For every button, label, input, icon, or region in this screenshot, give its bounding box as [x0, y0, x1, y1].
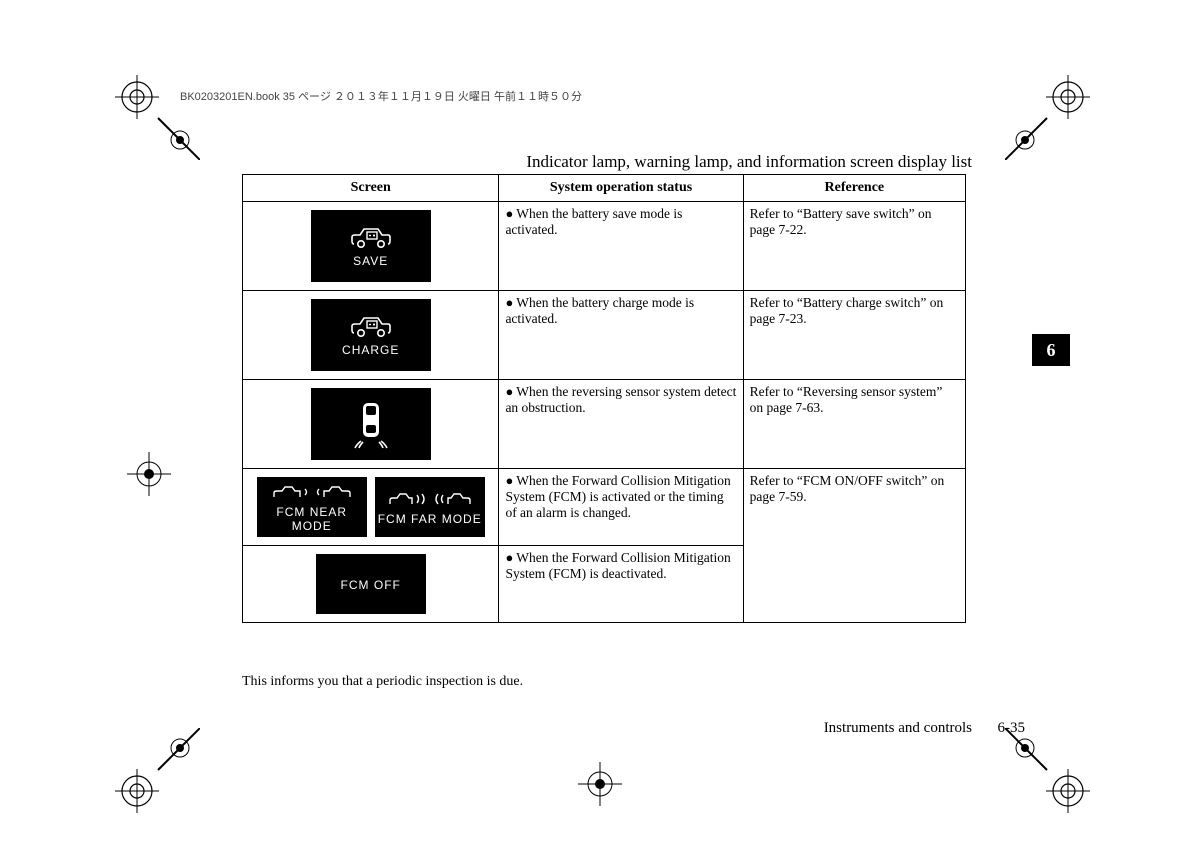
icon-label: FCM OFF	[341, 578, 401, 592]
status-text: When the battery save mode is activated.	[505, 206, 682, 237]
table-row: SAVE ●When the battery save mode is activ…	[243, 202, 966, 291]
reference-cell: Refer to “Battery save switch” on page 7…	[743, 202, 965, 291]
table-row: CHARGE ●When the battery charge mode is a…	[243, 291, 966, 380]
status-cell: ●When the Forward Collision Mitigation S…	[499, 546, 743, 623]
bullet-icon: ●	[505, 295, 513, 310]
icon-label: FCM FAR MODE	[378, 512, 482, 526]
status-text: When the Forward Collision Mitigation Sy…	[505, 550, 730, 581]
table-row: FCM NEAR MODE FCM FAR MODE ●When the Forwa…	[243, 469, 966, 546]
status-cell: ●When the reversing sensor system detect…	[499, 380, 743, 469]
screen-cell: FCM OFF	[243, 546, 499, 623]
bullet-icon: ●	[505, 384, 513, 399]
crop-mark-mid-left	[125, 450, 173, 498]
crop-mark-top-left	[110, 70, 200, 160]
col-header-reference: Reference	[743, 175, 965, 202]
indicator-table: Screen System operation status Reference…	[242, 174, 966, 623]
footer-section-name: Instruments and controls	[824, 720, 972, 737]
section-tab: 6	[1032, 334, 1070, 366]
crop-mark-bottom-right	[1005, 728, 1095, 818]
status-text: When the Forward Collision Mitigation Sy…	[505, 473, 730, 520]
table-row: ●When the reversing sensor system detect…	[243, 380, 966, 469]
screen-cell: FCM NEAR MODE FCM FAR MODE	[243, 469, 499, 546]
status-cell: ●When the Forward Collision Mitigation S…	[499, 469, 743, 546]
status-text: When the reversing sensor system detect …	[505, 384, 736, 415]
status-text: When the battery charge mode is activate…	[505, 295, 694, 326]
bullet-icon: ●	[505, 473, 513, 488]
crop-mark-top-right	[1005, 70, 1095, 160]
fcm-far-icon: FCM FAR MODE	[375, 477, 485, 537]
battery-car-icon: SAVE	[311, 210, 431, 282]
none-icon: FCM OFF	[316, 554, 426, 614]
car-sensor-icon	[311, 388, 431, 460]
bullet-icon: ●	[505, 550, 513, 565]
status-cell: ●When the battery charge mode is activat…	[499, 291, 743, 380]
battery-car-icon: CHARGE	[311, 299, 431, 371]
reference-cell: Refer to “Battery charge switch” on page…	[743, 291, 965, 380]
status-cell: ●When the battery save mode is activated…	[499, 202, 743, 291]
col-header-status: System operation status	[499, 175, 743, 202]
reference-cell: Refer to “Reversing sensor system” on pa…	[743, 380, 965, 469]
icon-label: FCM NEAR MODE	[257, 505, 367, 533]
screen-cell: CHARGE	[243, 291, 499, 380]
screen-cell	[243, 380, 499, 469]
bullet-icon: ●	[505, 206, 513, 221]
page-title: Indicator lamp, warning lamp, and inform…	[526, 152, 972, 172]
icon-label: CHARGE	[342, 343, 399, 357]
col-header-screen: Screen	[243, 175, 499, 202]
fcm-near-icon: FCM NEAR MODE	[257, 477, 367, 537]
reference-cell: Refer to “FCM ON/OFF switch” on page 7-5…	[743, 469, 965, 623]
icon-label: SAVE	[353, 254, 388, 268]
document-header: BK0203201EN.book 35 ページ ２０１３年１１月１９日 火曜日 …	[180, 88, 582, 104]
screen-cell: SAVE	[243, 202, 499, 291]
crop-mark-bottom-left	[110, 728, 200, 818]
footnote: This informs you that a periodic inspect…	[242, 674, 523, 690]
crop-mark-bottom-center	[576, 760, 624, 808]
footer-page-number: 6-35	[998, 720, 1026, 737]
